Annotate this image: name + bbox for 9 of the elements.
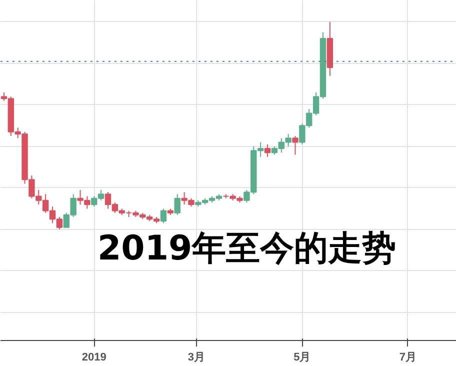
text: 2019年至今的走势 [98,228,396,268]
candlestick [160,208,167,224]
x-tick-label: 7月 [399,352,417,364]
x-tick-label: 2019 [82,352,106,364]
candlestick [292,136,298,156]
candlestick [264,144,271,158]
x-tick-label: 3月 [188,352,205,364]
candlestick [174,194,180,216]
x-tick-label: 5月 [294,352,311,364]
